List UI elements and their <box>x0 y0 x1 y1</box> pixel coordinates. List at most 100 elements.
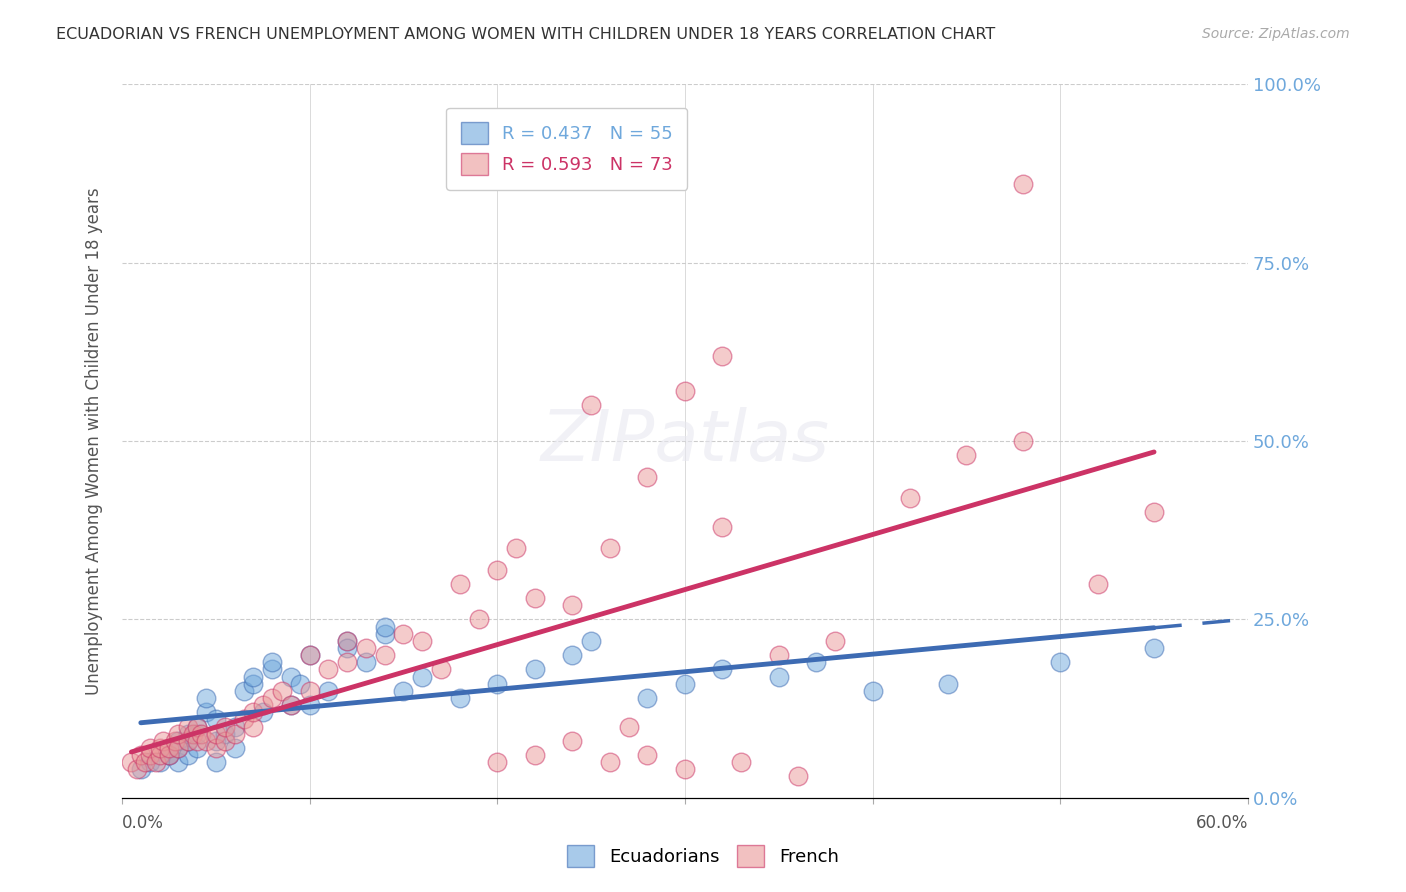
Point <box>134 755 156 769</box>
Point <box>298 698 321 712</box>
Point <box>374 626 396 640</box>
Point <box>318 683 340 698</box>
Point <box>336 640 359 655</box>
Point <box>636 470 658 484</box>
Point <box>486 676 509 690</box>
Point <box>205 733 228 747</box>
Point <box>486 755 509 769</box>
Point <box>730 755 752 769</box>
Point <box>167 755 190 769</box>
Point <box>167 740 190 755</box>
Y-axis label: Unemployment Among Women with Children Under 18 years: Unemployment Among Women with Children U… <box>86 187 103 695</box>
Point <box>898 491 921 506</box>
Point <box>411 669 433 683</box>
Point <box>262 655 284 669</box>
Point <box>148 755 170 769</box>
Point <box>242 705 264 719</box>
Legend: R = 0.437   N = 55, R = 0.593   N = 73: R = 0.437 N = 55, R = 0.593 N = 73 <box>446 108 688 190</box>
Point <box>214 726 236 740</box>
Point <box>449 690 471 705</box>
Point <box>125 762 148 776</box>
Point <box>1011 178 1033 192</box>
Point <box>786 769 808 783</box>
Point <box>561 733 583 747</box>
Point <box>177 719 200 733</box>
Point <box>205 712 228 726</box>
Point <box>205 740 228 755</box>
Point <box>157 740 180 755</box>
Point <box>270 683 292 698</box>
Point <box>392 626 415 640</box>
Point <box>673 676 696 690</box>
Point <box>224 719 246 733</box>
Point <box>224 740 246 755</box>
Text: 60.0%: 60.0% <box>1195 814 1249 832</box>
Text: 0.0%: 0.0% <box>122 814 165 832</box>
Point <box>768 648 790 662</box>
Point <box>298 648 321 662</box>
Point <box>129 762 152 776</box>
Point <box>392 683 415 698</box>
Point <box>354 655 377 669</box>
Point <box>290 676 312 690</box>
Point <box>163 733 186 747</box>
Point <box>505 541 527 556</box>
Point <box>280 669 302 683</box>
Point <box>177 726 200 740</box>
Point <box>1143 506 1166 520</box>
Point <box>673 384 696 399</box>
Point <box>139 740 162 755</box>
Point <box>252 698 274 712</box>
Point <box>224 726 246 740</box>
Text: ZIPatlas: ZIPatlas <box>540 407 830 475</box>
Point <box>186 719 208 733</box>
Point <box>411 633 433 648</box>
Point <box>523 662 546 676</box>
Point <box>824 633 846 648</box>
Point <box>186 740 208 755</box>
Point <box>152 733 174 747</box>
Point <box>195 705 218 719</box>
Point <box>139 755 162 769</box>
Point <box>486 563 509 577</box>
Point <box>768 669 790 683</box>
Point <box>711 349 734 363</box>
Point <box>145 755 167 769</box>
Point <box>262 662 284 676</box>
Point <box>561 599 583 613</box>
Point <box>579 633 602 648</box>
Point <box>936 676 959 690</box>
Point <box>195 733 218 747</box>
Point <box>157 747 180 762</box>
Point <box>280 698 302 712</box>
Point <box>177 733 200 747</box>
Point <box>1087 577 1109 591</box>
Point <box>177 747 200 762</box>
Point <box>449 577 471 591</box>
Point <box>262 690 284 705</box>
Point <box>430 662 453 676</box>
Point <box>374 619 396 633</box>
Point <box>336 633 359 648</box>
Point <box>336 655 359 669</box>
Point <box>120 755 142 769</box>
Point <box>467 612 489 626</box>
Point <box>354 640 377 655</box>
Point <box>157 747 180 762</box>
Point <box>129 747 152 762</box>
Point <box>1143 640 1166 655</box>
Point <box>233 712 256 726</box>
Text: Source: ZipAtlas.com: Source: ZipAtlas.com <box>1202 27 1350 41</box>
Point <box>242 676 264 690</box>
Point <box>186 726 208 740</box>
Point <box>298 683 321 698</box>
Point <box>186 719 208 733</box>
Point <box>298 648 321 662</box>
Point <box>711 520 734 534</box>
Point <box>318 662 340 676</box>
Point <box>157 747 180 762</box>
Point <box>167 733 190 747</box>
Point <box>195 690 218 705</box>
Point <box>1049 655 1071 669</box>
Point <box>862 683 884 698</box>
